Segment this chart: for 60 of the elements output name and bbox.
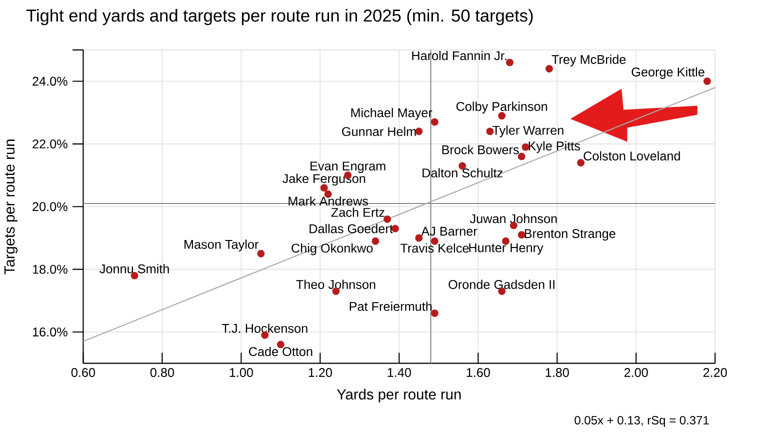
annotation: Zach Ertz (331, 208, 384, 217)
y-tick-label: 18.0% (32, 264, 68, 274)
annotation: Mason Taylor (184, 240, 258, 252)
annotation: Colston Loveland (584, 151, 680, 160)
point (703, 77, 711, 85)
annotation: Oronde Gadsden II (448, 280, 554, 289)
x-tick-label: 1.20 (308, 368, 332, 377)
point (257, 250, 265, 258)
y-tick-label: 16.0% (32, 327, 68, 336)
annotation: Jonnu Smith (100, 264, 169, 274)
annotation: Harold Fannin Jr. (412, 50, 506, 60)
y-tick-label: 22.0% (32, 139, 68, 148)
annotation: AJ Barner (421, 226, 478, 236)
annotation: Jake Ferguson (282, 174, 366, 186)
point (506, 58, 514, 66)
annotation: Hunter Henry (469, 243, 544, 255)
y-tick-label: 20.0% (32, 202, 68, 212)
point (415, 234, 423, 242)
annotation: Brenton Strange (524, 229, 616, 240)
x-tick-label: 0.80 (150, 368, 174, 377)
x-tick-label: 1.00 (230, 368, 253, 377)
annotation: Theo Johnson (296, 280, 376, 289)
annotation: Trey McBride (552, 54, 626, 66)
annotation: Tyler Warren (492, 125, 564, 138)
point (498, 112, 506, 120)
x-tick-label: 0.60 (71, 368, 96, 377)
annotation: Evan Engram (310, 162, 386, 173)
x-tick-label: 1.40 (388, 368, 411, 377)
annotation: Dalton Schultz (422, 168, 502, 178)
annotation: T.J. Hockenson (222, 323, 308, 333)
point (518, 152, 526, 160)
point (545, 64, 553, 72)
annotation: Colby Parkinson (456, 102, 548, 114)
point (276, 340, 284, 348)
point (372, 237, 380, 245)
x-tick-label: 2.00 (624, 368, 648, 377)
point (430, 118, 438, 126)
annotation: George Kittle (632, 67, 704, 79)
annotation: Michael Mayer (351, 108, 432, 120)
annotation: Kyle Pitts (528, 141, 580, 153)
y-tick-label: 24.0% (32, 76, 68, 86)
x-axis-title: Yards per route run (336, 388, 461, 402)
annotation: Cade Otton (248, 346, 312, 356)
point (130, 272, 138, 280)
annotation: Pat Freiermuth (350, 302, 432, 311)
point (430, 309, 438, 317)
point (384, 215, 392, 223)
x-tick-label: 1.60 (466, 368, 490, 377)
annotation: Mark Andrews (288, 196, 368, 206)
x-tick-label: 2.20 (703, 368, 727, 377)
point (577, 158, 585, 166)
text: 0.05x + 0.13, rSq = 0.371 (574, 416, 709, 427)
annotation: Travis Kelce (400, 243, 469, 253)
annotation: Chig Okonkwo (292, 243, 373, 256)
y-axis-title: Targets per route run (4, 140, 18, 274)
annotation: Gunnar Helm (342, 126, 416, 136)
x-tick-label: 1.80 (546, 368, 569, 377)
chart-title: Tight end yards and targets per route run in 2025 (min. 50 targets) (26, 8, 533, 26)
annotation: Juwan Johnson (470, 214, 557, 224)
annotation: Brock Bowers (442, 144, 519, 154)
